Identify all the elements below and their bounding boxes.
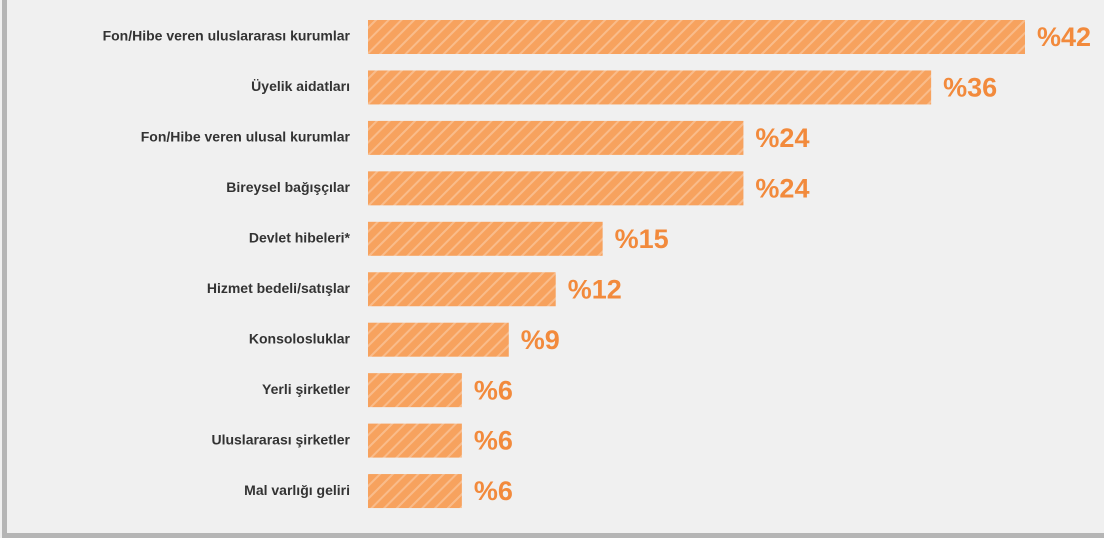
category-label: Fon/Hibe veren uluslararası kurumlar (103, 28, 351, 44)
value-label: %12 (568, 274, 622, 304)
bar (368, 423, 462, 458)
value-label: %6 (474, 426, 513, 456)
bar (368, 272, 556, 307)
category-label: Konsolosluklar (249, 330, 351, 346)
bar (368, 474, 462, 509)
value-label: %24 (755, 123, 809, 153)
bottom-border (2, 533, 1104, 538)
bar (368, 373, 462, 408)
category-label: Uluslararası şirketler (211, 431, 350, 447)
value-label: %36 (943, 73, 997, 103)
category-label: Mal varlığı geliri (244, 482, 350, 498)
value-label: %6 (474, 476, 513, 506)
value-label: %6 (474, 375, 513, 405)
bar (368, 70, 932, 105)
bar (368, 322, 509, 357)
value-label: %42 (1037, 22, 1091, 52)
bar (368, 120, 744, 155)
category-label: Bireysel bağışçılar (226, 179, 350, 195)
value-label: %15 (615, 224, 669, 254)
category-label: Devlet hibeleri* (249, 230, 351, 246)
bar (368, 171, 744, 206)
bar (368, 20, 1025, 54)
category-label: Üyelik aidatları (251, 78, 350, 94)
value-label: %24 (755, 173, 809, 203)
category-label: Fon/Hibe veren ulusal kurumlar (141, 129, 351, 145)
left-border (2, 0, 7, 538)
category-label: Yerli şirketler (262, 381, 351, 397)
bar (368, 221, 603, 256)
category-label: Hizmet bedeli/satışlar (207, 280, 351, 296)
value-label: %9 (521, 325, 560, 355)
